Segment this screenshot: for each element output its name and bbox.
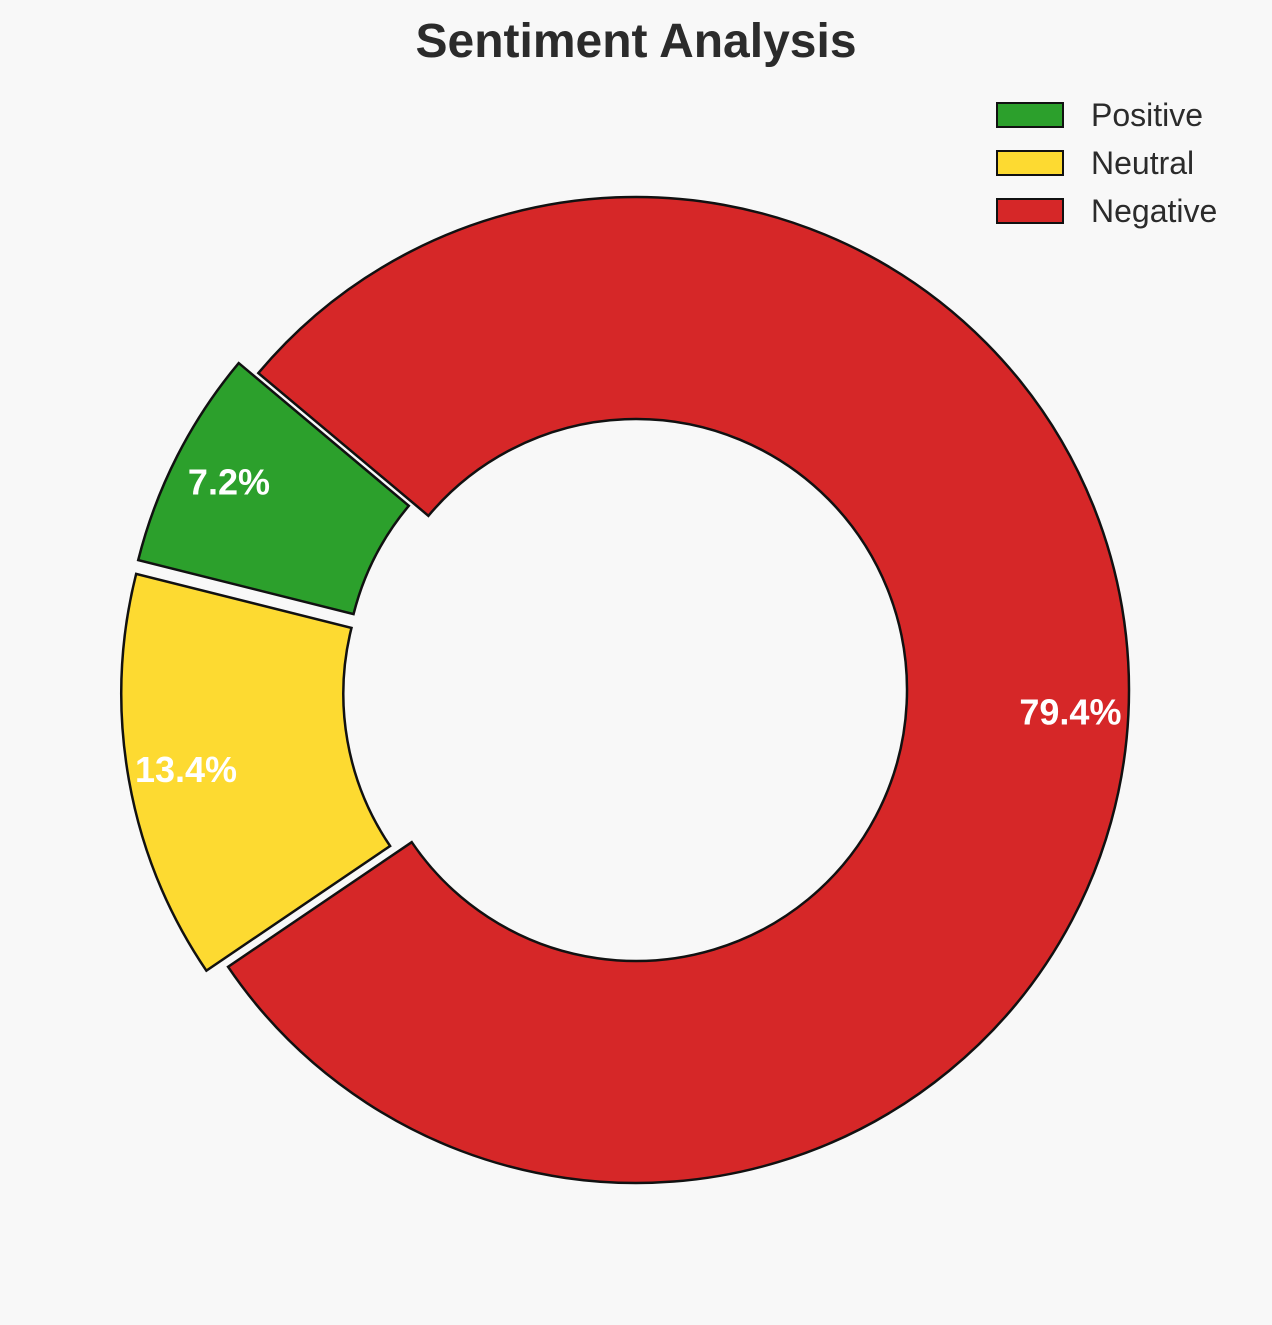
legend: Positive Neutral Negative — [996, 97, 1217, 229]
slice-label-neutral: 13.4% — [135, 749, 237, 790]
legend-swatch-positive — [996, 102, 1064, 128]
legend-label-neutral: Neutral — [1091, 145, 1194, 181]
slice-neutral — [120, 572, 392, 973]
slice-negative — [226, 195, 1131, 1185]
legend-label-negative: Negative — [1091, 193, 1217, 229]
slice-label-negative: 79.4% — [1019, 692, 1121, 733]
legend-swatch-negative — [996, 198, 1064, 224]
legend-label-positive: Positive — [1091, 97, 1203, 133]
slice-positive — [136, 361, 411, 616]
chart-title: Sentiment Analysis — [415, 15, 856, 68]
donut-slices — [120, 195, 1131, 1185]
legend-swatch-neutral — [996, 150, 1064, 176]
slice-labels: 7.2% 13.4% 79.4% — [135, 462, 1122, 790]
slice-label-positive: 7.2% — [188, 462, 270, 503]
